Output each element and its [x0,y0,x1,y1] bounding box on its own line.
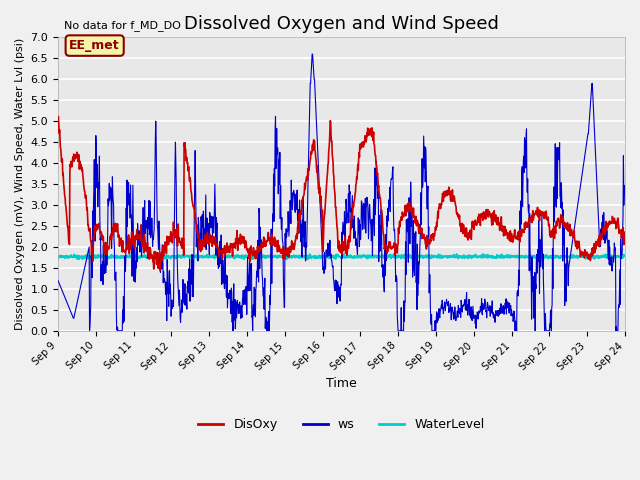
Text: EE_met: EE_met [69,39,120,52]
Title: Dissolved Oxygen and Wind Speed: Dissolved Oxygen and Wind Speed [184,15,499,33]
Y-axis label: Dissolved Oxygen (mV), Wind Speed, Water Lvl (psi): Dissolved Oxygen (mV), Wind Speed, Water… [15,38,25,330]
X-axis label: Time: Time [326,377,357,390]
Legend: DisOxy, ws, WaterLevel: DisOxy, ws, WaterLevel [193,413,490,436]
Text: No data for f_MD_DO: No data for f_MD_DO [64,21,180,32]
